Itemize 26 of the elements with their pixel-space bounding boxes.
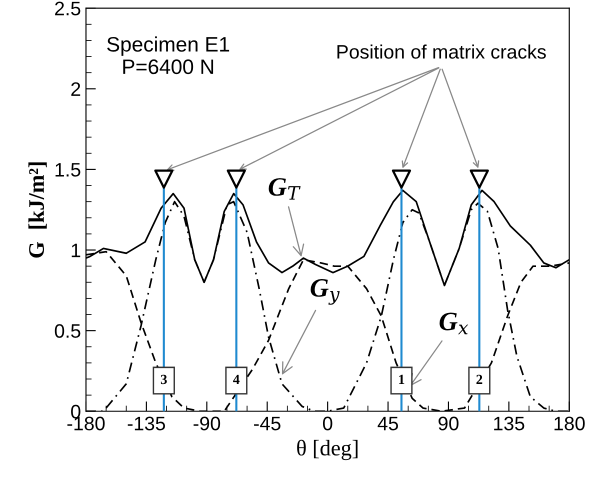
annotation: 4 [233, 374, 240, 384]
y-tick-label: 0 [71, 404, 80, 418]
annotation: G$_{x}$ [440, 312, 468, 334]
y-tick-label: 0.5 [54, 324, 80, 338]
y-tick-label: 1 [72, 244, 80, 258]
x-axis-title: θ [deg] [297, 440, 358, 460]
x-tick-label: -90 [194, 416, 220, 430]
x-tick-label: 0 [322, 416, 332, 430]
annotation: 1 [399, 374, 404, 384]
x-tick-label: 90 [438, 416, 459, 430]
annotation: G$_{y}$ [310, 279, 340, 305]
x-tick-label: -45 [254, 416, 280, 430]
y-tick-label: 1.5 [56, 163, 80, 177]
x-tick-label: -180 [67, 416, 105, 430]
y-tick-label: 2.5 [55, 2, 80, 16]
annotation: 2 [476, 374, 482, 384]
annotation: 3 [160, 374, 167, 384]
annotation: G$_{T}$ [268, 178, 301, 200]
y-axis-title: G [kJ/m²] [28, 162, 47, 258]
x-tick-label: 180 [554, 416, 585, 430]
annotation: Specimen E1 P=6400 N [107, 36, 230, 74]
annotation: Position of matrix cracks [337, 44, 546, 59]
x-tick-label: -135 [128, 416, 166, 430]
x-tick-label: 45 [378, 416, 398, 430]
y-tick-label: 2 [71, 82, 80, 96]
x-tick-label: 135 [494, 416, 524, 430]
